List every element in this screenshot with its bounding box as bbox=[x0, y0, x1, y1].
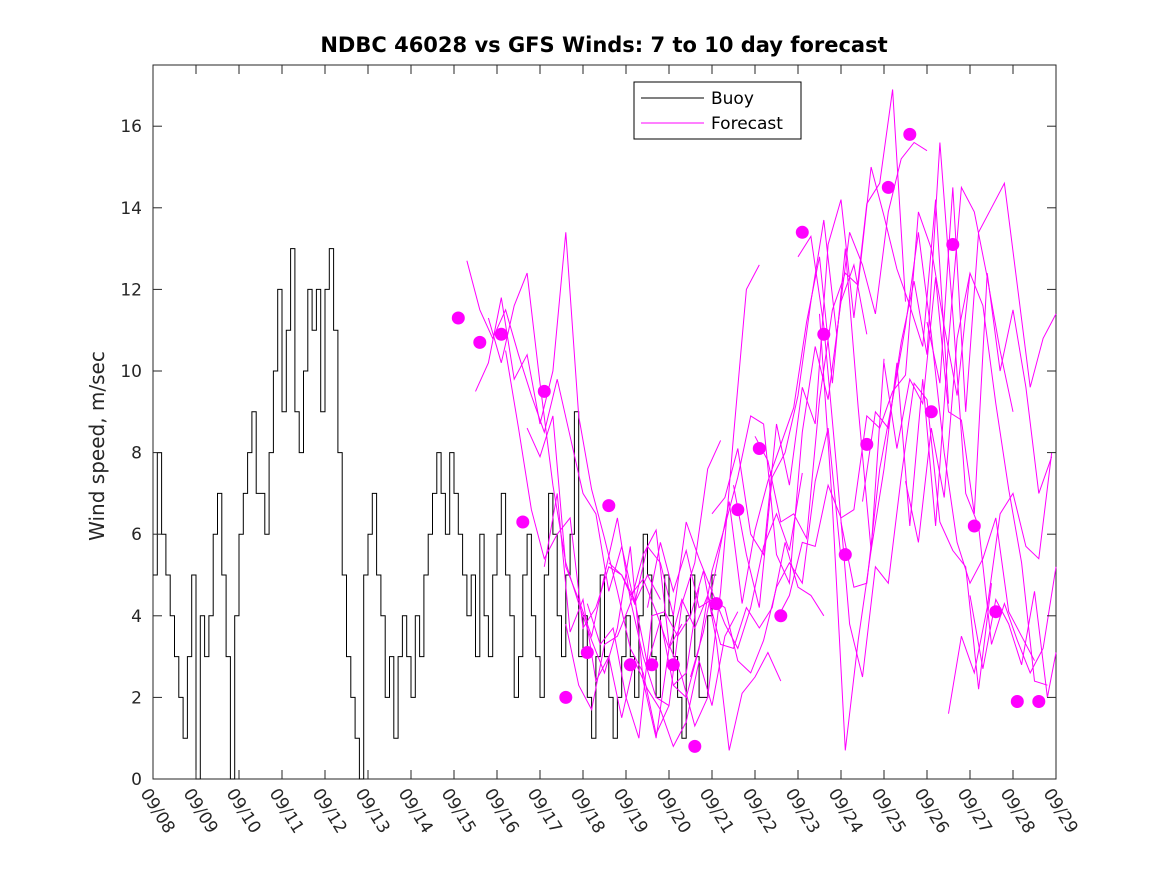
forecast-point bbox=[688, 739, 702, 753]
forecast-point bbox=[838, 548, 852, 562]
forecast-point bbox=[989, 605, 1003, 619]
forecast-point bbox=[731, 503, 745, 517]
forecast-point bbox=[451, 311, 465, 325]
legend: Buoy Forecast bbox=[633, 81, 802, 140]
forecast-point bbox=[967, 519, 981, 533]
forecast-point bbox=[1010, 695, 1024, 708]
chart-title: NDBC 46028 vs GFS Winds: 7 to 10 day for… bbox=[320, 33, 887, 57]
legend-buoy-label: Buoy bbox=[711, 89, 754, 109]
forecast-line-10 bbox=[647, 427, 842, 674]
y-tick-label: 2 bbox=[131, 688, 142, 708]
forecast-point bbox=[795, 225, 809, 239]
forecast-point bbox=[559, 690, 573, 704]
forecast-point bbox=[1032, 695, 1046, 708]
forecast-point bbox=[494, 327, 508, 341]
forecast-line-1 bbox=[475, 232, 670, 736]
forecast-point bbox=[752, 442, 766, 455]
forecast-line-22 bbox=[905, 271, 1048, 686]
forecast-point bbox=[946, 238, 960, 251]
buoy-line bbox=[153, 248, 717, 780]
legend-box bbox=[633, 81, 802, 140]
forecast-point bbox=[645, 658, 659, 672]
forecast-line-24 bbox=[948, 452, 1053, 714]
forecast-line-19 bbox=[840, 232, 1035, 661]
forecast-point bbox=[516, 515, 530, 529]
y-tick-label: 6 bbox=[131, 525, 142, 545]
forecast-line-13 bbox=[711, 89, 906, 557]
forecast-line-15 bbox=[754, 166, 949, 541]
y-tick-label: 0 bbox=[131, 770, 142, 790]
y-tick-label: 14 bbox=[120, 199, 142, 219]
forecast-point bbox=[774, 609, 788, 623]
forecast-point bbox=[903, 127, 917, 141]
y-tick-label: 4 bbox=[131, 607, 142, 627]
forecast-line-7 bbox=[586, 570, 782, 751]
forecast-point bbox=[881, 180, 895, 194]
forecast-line-2 bbox=[487, 272, 683, 739]
y-tick-label: 12 bbox=[120, 280, 142, 300]
forecast-line-4 bbox=[526, 415, 722, 707]
forecast-point bbox=[580, 646, 594, 659]
forecast-point bbox=[473, 335, 487, 349]
forecast-line-23 bbox=[926, 181, 1057, 412]
forecast-point bbox=[709, 597, 723, 611]
forecast-line-14 bbox=[733, 141, 928, 608]
forecast-line-20 bbox=[862, 142, 1057, 675]
y-axis: 0 2 4 6 8 10 12 14 16 bbox=[120, 117, 1056, 790]
forecast-point bbox=[623, 658, 637, 672]
plot-area bbox=[152, 64, 1057, 780]
y-tick-label: 8 bbox=[131, 444, 142, 464]
axes-box bbox=[152, 64, 1057, 780]
forecast-line-25 bbox=[969, 591, 1057, 698]
legend-forecast-label: Forecast bbox=[711, 114, 783, 134]
y-tick-label: 10 bbox=[120, 362, 142, 382]
y-tick-label: 16 bbox=[120, 117, 142, 137]
forecast-line-17 bbox=[797, 234, 992, 690]
forecast-point bbox=[602, 499, 616, 513]
forecast-line-12 bbox=[690, 248, 885, 678]
forecast-point bbox=[666, 658, 680, 672]
forecast-line-21 bbox=[883, 273, 1053, 514]
forecast-line-0 bbox=[466, 260, 661, 606]
y-axis-label: Wind speed, m/sec bbox=[85, 351, 109, 541]
forecast-point bbox=[924, 405, 938, 419]
forecast-point bbox=[860, 437, 874, 451]
forecast-line-16 bbox=[776, 211, 971, 621]
forecast-point bbox=[537, 384, 551, 398]
forecast-line-5 bbox=[543, 493, 739, 748]
forecast-line-8 bbox=[608, 472, 803, 650]
forecast-line-18 bbox=[819, 185, 1014, 751]
forecast-point bbox=[817, 327, 831, 341]
forecast-line-9 bbox=[629, 542, 825, 651]
